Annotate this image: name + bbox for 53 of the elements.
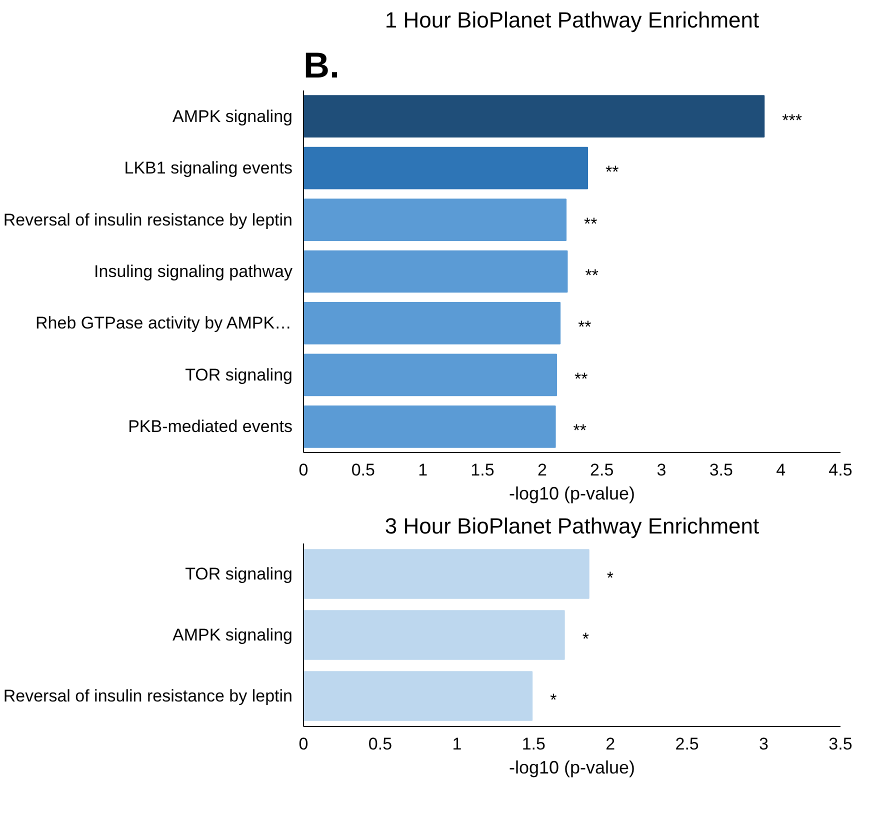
x-tick-label: 3: [656, 460, 666, 480]
bar: [304, 671, 533, 721]
x-tick-label: 0: [298, 460, 308, 480]
y-tick-label: Insuling signaling pathway: [94, 262, 293, 281]
data-label: **: [578, 318, 592, 337]
y-tick-label: Rheb GTPase activity by AMPK…: [36, 314, 292, 333]
x-tick-label: 1.5: [522, 734, 546, 754]
x-axis-title: -log10 (p-value): [508, 758, 636, 778]
x-tick-label: 0: [298, 734, 308, 754]
bar: [304, 250, 568, 293]
x-tick-label: 2: [606, 734, 616, 754]
y-tick-label: TOR signaling: [185, 564, 292, 584]
data-label: **: [584, 214, 598, 234]
x-tick-label: 2.5: [675, 734, 699, 754]
x-tick-label: 2.5: [590, 460, 614, 480]
data-label: **: [606, 162, 620, 182]
x-tick-label: 1: [418, 460, 428, 480]
y-tick-label: LKB1 signaling events: [124, 158, 293, 178]
data-label: **: [585, 266, 599, 285]
x-tick-label: 3.5: [828, 734, 852, 754]
y-tick-label: PKB-mediated events: [128, 417, 292, 436]
data-label: *: [550, 690, 558, 710]
chart-title: 3 Hour BioPlanet Pathway Enrichment: [384, 514, 760, 538]
data-label: *: [606, 568, 614, 588]
y-tick-label: AMPK signaling: [172, 106, 293, 126]
x-tick-label: 4.5: [828, 460, 852, 480]
x-tick-label: 1.5: [470, 460, 494, 480]
chart-title: 1 Hour BioPlanet Pathway Enrichment: [384, 8, 760, 32]
data-label: *: [582, 630, 590, 648]
y-tick-label: Reversal of insulin resistance by leptin: [3, 210, 293, 230]
bar: [304, 549, 590, 599]
x-tick-label: 0.5: [368, 734, 392, 754]
y-tick-label: Reversal of insulin resistance by leptin: [3, 686, 293, 706]
bar: [304, 302, 561, 344]
x-axis-title: -log10 (p-value): [508, 484, 636, 504]
text: B.: [304, 44, 340, 86]
x-tick-label: 4: [776, 460, 786, 480]
data-label: ***: [782, 110, 802, 130]
x-tick-label: 2: [537, 460, 547, 480]
bar: [304, 610, 565, 660]
x-tick-label: 3.5: [709, 460, 733, 480]
bar: [304, 146, 588, 190]
bar: [304, 354, 557, 396]
bar: [304, 198, 567, 241]
bar: [304, 405, 556, 448]
x-tick-label: 3: [759, 734, 769, 754]
x-tick-label: 1: [452, 734, 462, 754]
x-tick-label: 0.5: [351, 460, 375, 480]
bar: [304, 95, 765, 138]
data-label: **: [573, 421, 587, 440]
y-tick-label: AMPK signaling: [172, 626, 293, 644]
y-tick-label: TOR signaling: [185, 365, 292, 384]
data-label: **: [574, 369, 588, 388]
